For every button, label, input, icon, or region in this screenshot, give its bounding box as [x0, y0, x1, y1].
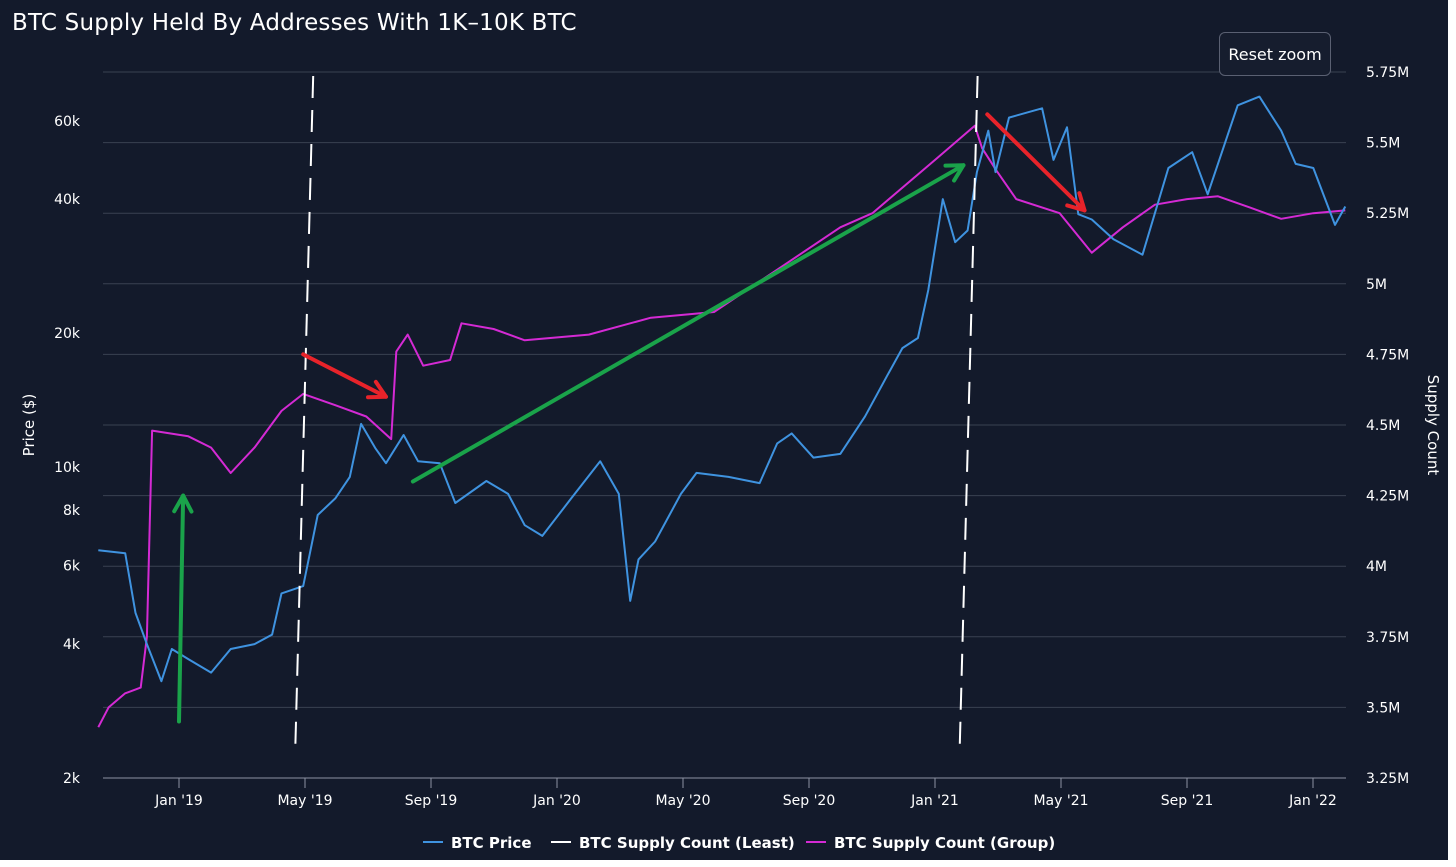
- series-line-btc-price: [98, 95, 1347, 683]
- legend-item-label[interactable]: BTC Supply Count (Least): [579, 834, 795, 852]
- right-tick-label: 5.5M: [1366, 136, 1400, 152]
- annotation-arrow-shaft: [985, 112, 1087, 213]
- right-tick-label: 3.25M: [1366, 771, 1409, 787]
- right-tick-label: 3.75M: [1366, 630, 1409, 646]
- legend-item-label[interactable]: BTC Price: [451, 834, 532, 852]
- left-tick-label: 6k: [63, 559, 81, 575]
- x-tick-label: May '20: [655, 793, 710, 809]
- left-tick-label: 40k: [54, 192, 81, 208]
- left-tick-label: 10k: [54, 460, 81, 476]
- right-tick-label: 3.5M: [1366, 700, 1400, 716]
- right-tick-label: 5M: [1366, 277, 1387, 293]
- left-tick-label: 4k: [63, 637, 81, 653]
- x-tick-label: May '19: [277, 793, 332, 809]
- x-tick-label: May '21: [1033, 793, 1088, 809]
- reset-zoom-button[interactable]: Reset zoom: [1219, 32, 1331, 76]
- x-tick-label: Jan '22: [1288, 793, 1337, 809]
- x-tick-label: Jan '21: [910, 793, 959, 809]
- annotation-arrow-head: [365, 379, 388, 400]
- left-tick-label: 60k: [54, 114, 81, 130]
- series-line-btc-supply-least: [294, 75, 315, 753]
- left-axis-title: Price ($): [20, 394, 38, 457]
- right-tick-label: 5.25M: [1366, 206, 1409, 222]
- x-tick-label: Jan '19: [154, 793, 203, 809]
- left-tick-label: 20k: [54, 326, 81, 342]
- right-tick-label: 4.25M: [1366, 489, 1409, 505]
- legend-item-label[interactable]: BTC Supply Count (Group): [834, 834, 1055, 852]
- right-tick-label: 4M: [1366, 559, 1387, 575]
- left-tick-label: 8k: [63, 503, 81, 519]
- x-tick-label: Sep '21: [1161, 793, 1214, 809]
- right-tick-label: 4.5M: [1366, 418, 1400, 434]
- right-tick-label: 5.75M: [1366, 65, 1409, 81]
- annotation-arrow-head: [943, 163, 966, 183]
- annotation-arrow-shaft: [177, 493, 186, 724]
- annotation-arrow-head: [172, 493, 194, 514]
- x-tick-label: Jan '20: [532, 793, 581, 809]
- x-tick-label: Sep '19: [405, 793, 458, 809]
- left-tick-label: 2k: [63, 771, 81, 787]
- right-tick-label: 4.75M: [1366, 347, 1409, 363]
- annotation-arrow-shaft: [301, 352, 388, 399]
- annotation-arrow-shaft: [410, 163, 966, 484]
- annotation-arrow-head: [1065, 191, 1087, 213]
- series-line-btc-supply-group: [97, 124, 1346, 728]
- series-line-btc-supply-least: [958, 75, 979, 753]
- right-axis-title: Supply Count: [1424, 375, 1442, 476]
- chart-title: BTC Supply Held By Addresses With 1K–10K…: [12, 10, 577, 36]
- x-tick-label: Sep '20: [783, 793, 836, 809]
